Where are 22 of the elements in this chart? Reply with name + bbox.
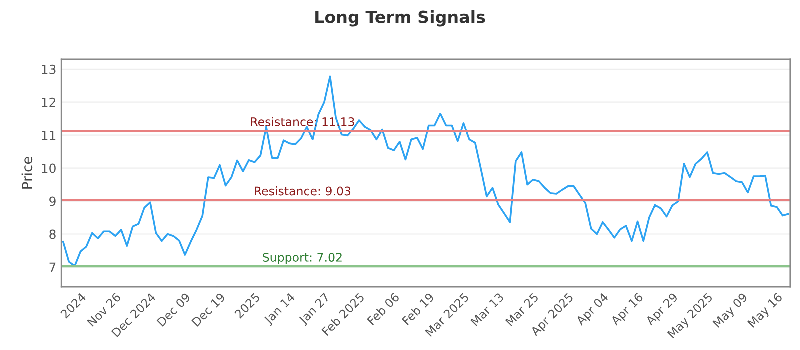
y-tick-label: 8	[50, 230, 56, 240]
x-tick-label: Apr 04	[575, 292, 611, 328]
y-tick-label: 9	[50, 196, 56, 206]
ref-line-label: Resistance: 9.03	[255, 186, 351, 196]
y-tick-label: 11	[42, 130, 56, 140]
y-tick-label: 12	[42, 98, 56, 108]
x-tick-label: Mar 25	[505, 292, 540, 327]
x-tick-label: Dec 19	[192, 292, 226, 327]
x-tick-label: Apr 16	[610, 292, 646, 328]
y-axis-title: Price	[22, 157, 33, 189]
y-tick-label: 7	[50, 262, 56, 272]
x-tick-label: Feb 06	[366, 292, 400, 326]
y-tick-label: 10	[42, 164, 56, 174]
line-series	[62, 76, 790, 268]
x-tick-label: Jan 14	[263, 292, 298, 326]
x-tick-label: Feb 19	[402, 292, 435, 326]
x-tick-label: Nov 26	[86, 292, 122, 328]
x-tick-label: Mar 13	[470, 292, 504, 327]
ref-line-label: Support: 7.02	[263, 253, 342, 264]
x-tick-label: Dec 09	[156, 292, 192, 327]
chart-title: Long Term Signals	[316, 10, 486, 27]
y-tick-label: 13	[42, 64, 56, 74]
